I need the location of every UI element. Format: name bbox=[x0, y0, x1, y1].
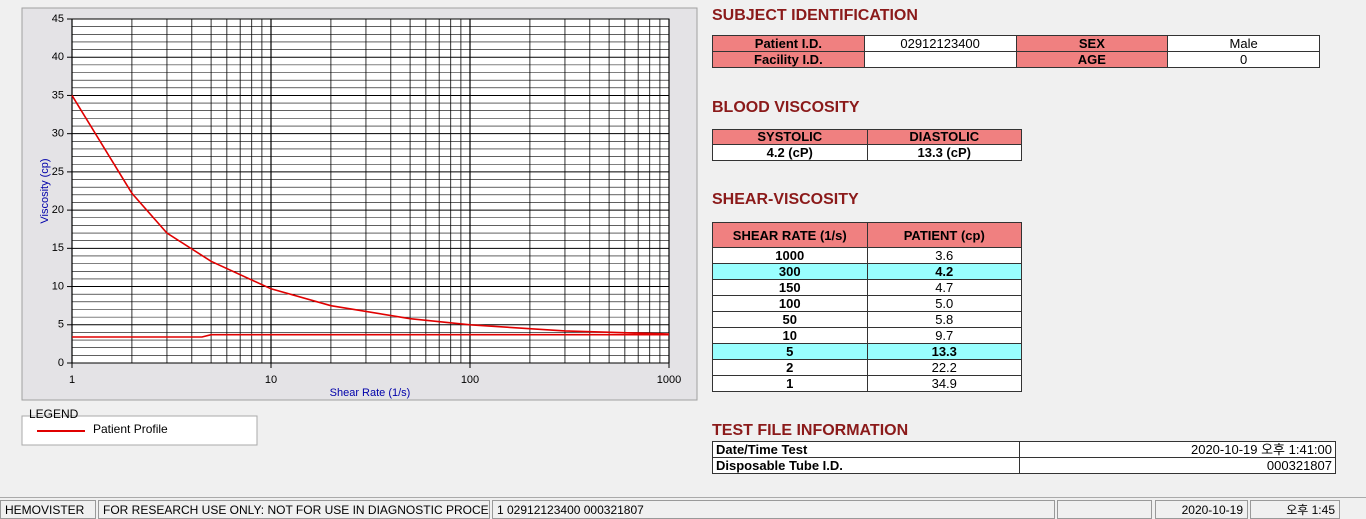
column-header: SYSTOLIC bbox=[712, 129, 868, 145]
viscosity: 13.3 bbox=[866, 343, 1022, 360]
x-tick-label: 100 bbox=[461, 374, 479, 386]
table-row: 100 5.0 bbox=[712, 295, 1022, 312]
table-row: 10 9.7 bbox=[712, 327, 1022, 344]
field-label: SEX bbox=[1015, 35, 1169, 52]
y-tick-label: 10 bbox=[52, 280, 64, 292]
status-cell: 2020-10-19 bbox=[1155, 500, 1248, 519]
status-cell bbox=[1057, 500, 1152, 519]
table-row: Patient I.D. 02912123400 SEX Male bbox=[712, 35, 1320, 52]
viscosity: 3.6 bbox=[866, 247, 1022, 264]
status-cell: HEMOVISTER bbox=[0, 500, 96, 519]
section-title: TEST FILE INFORMATION bbox=[712, 422, 909, 439]
y-tick-label: 0 bbox=[58, 357, 64, 369]
field-label: Disposable Tube I.D. bbox=[712, 457, 1020, 474]
y-tick-label: 15 bbox=[52, 242, 64, 254]
test-file-table: Date/Time Test 2020-10-19 오후 1:41:00 Dispo… bbox=[712, 441, 1336, 474]
x-tick-label: 1 bbox=[69, 374, 75, 386]
field-value: 000321807 bbox=[1019, 457, 1336, 474]
table-row: 1 34.9 bbox=[712, 375, 1022, 392]
viscosity: 5.0 bbox=[866, 295, 1022, 312]
legend-label: Patient Profile bbox=[93, 422, 168, 436]
section-title: SHEAR-VISCOSITY bbox=[712, 191, 859, 208]
data-line bbox=[71, 94, 670, 338]
table-row: 2 22.2 bbox=[712, 359, 1022, 376]
field-label: Facility I.D. bbox=[712, 51, 865, 68]
value-cell: 4.2 (cP) bbox=[712, 144, 868, 161]
shear-rate: 5 bbox=[712, 343, 868, 360]
table-row: 5 13.3 bbox=[712, 343, 1022, 360]
viscosity: 34.9 bbox=[866, 375, 1022, 392]
viscosity: 22.2 bbox=[866, 359, 1022, 376]
shear-rate: 150 bbox=[712, 279, 868, 296]
plot-area bbox=[71, 18, 670, 364]
shear-rate: 1000 bbox=[712, 247, 868, 264]
section-title: SUBJECT IDENTIFICATION bbox=[712, 7, 918, 24]
table-row: Disposable Tube I.D. 000321807 bbox=[712, 457, 1336, 474]
shear-rate: 100 bbox=[712, 295, 868, 312]
status-bar: HEMOVISTER FOR RESEARCH USE ONLY: NOT FOR… bbox=[0, 497, 1366, 519]
field-value bbox=[863, 51, 1017, 68]
shear-rate: 50 bbox=[712, 311, 868, 328]
y-tick-label: 40 bbox=[52, 51, 64, 63]
y-axis-label: Viscosity (cp) bbox=[39, 158, 51, 223]
table-row: 300 4.2 bbox=[712, 263, 1022, 280]
viscosity: 5.8 bbox=[866, 311, 1022, 328]
table-row: Date/Time Test 2020-10-19 오후 1:41:00 bbox=[712, 441, 1336, 458]
y-tick-label: 35 bbox=[52, 89, 64, 101]
blood-table: SYSTOLIC DIASTOLIC 4.2 (cP) 13.3 (cP) bbox=[712, 129, 1022, 161]
field-value: 0 bbox=[1167, 51, 1320, 68]
status-cell: 1 02912123400 000321807 bbox=[492, 500, 1055, 519]
table-row: 4.2 (cP) 13.3 (cP) bbox=[712, 144, 1022, 161]
field-label: AGE bbox=[1015, 51, 1169, 68]
x-tick-label: 1000 bbox=[657, 374, 681, 386]
legend-title: LEGEND bbox=[29, 407, 79, 421]
table-row: 1000 3.6 bbox=[712, 247, 1022, 264]
shear-table: SHEAR RATE (1/s) PATIENT (cp) 1000 3.6 300 4.… bbox=[712, 222, 1022, 392]
table-row: Facility I.D. AGE 0 bbox=[712, 51, 1320, 68]
column-header: SHEAR RATE (1/s) bbox=[712, 222, 868, 248]
field-label: Patient I.D. bbox=[712, 35, 865, 52]
chart: Viscosity (cp) Shear Rate (1/s) LEGEND 0… bbox=[21, 7, 698, 446]
field-value: 02912123400 bbox=[863, 35, 1017, 52]
shear-rate: 300 bbox=[712, 263, 868, 280]
status-cell: FOR RESEARCH USE ONLY: NOT FOR USE IN DI… bbox=[98, 500, 490, 519]
table-row: 150 4.7 bbox=[712, 279, 1022, 296]
header-row: SHEAR RATE (1/s) PATIENT (cp) bbox=[712, 222, 1022, 248]
y-tick-label: 30 bbox=[52, 128, 64, 140]
shear-rate: 2 bbox=[712, 359, 868, 376]
column-header: PATIENT (cp) bbox=[866, 222, 1022, 248]
subject-table: Patient I.D. 02912123400 SEX Male Facility I… bbox=[712, 35, 1320, 68]
field-value: Male bbox=[1167, 35, 1320, 52]
y-tick-label: 5 bbox=[58, 319, 64, 331]
viscosity: 4.2 bbox=[866, 263, 1022, 280]
y-tick-label: 45 bbox=[52, 13, 64, 25]
column-header: DIASTOLIC bbox=[866, 129, 1022, 145]
shear-rate: 1 bbox=[712, 375, 868, 392]
viscosity: 9.7 bbox=[866, 327, 1022, 344]
y-tick-label: 25 bbox=[52, 166, 64, 178]
field-label: Date/Time Test bbox=[712, 441, 1020, 458]
value-cell: 13.3 (cP) bbox=[866, 144, 1022, 161]
x-tick-label: 10 bbox=[265, 374, 277, 386]
table-row: 50 5.8 bbox=[712, 311, 1022, 328]
status-cell: 오후 1:45 bbox=[1250, 500, 1340, 519]
y-tick-label: 20 bbox=[52, 204, 64, 216]
x-axis-label: Shear Rate (1/s) bbox=[330, 387, 411, 399]
field-value: 2020-10-19 오후 1:41:00 bbox=[1019, 441, 1336, 458]
shear-rate: 10 bbox=[712, 327, 868, 344]
header-row: SYSTOLIC DIASTOLIC bbox=[712, 129, 1022, 145]
viscosity: 4.7 bbox=[866, 279, 1022, 296]
section-title: BLOOD VISCOSITY bbox=[712, 99, 860, 116]
